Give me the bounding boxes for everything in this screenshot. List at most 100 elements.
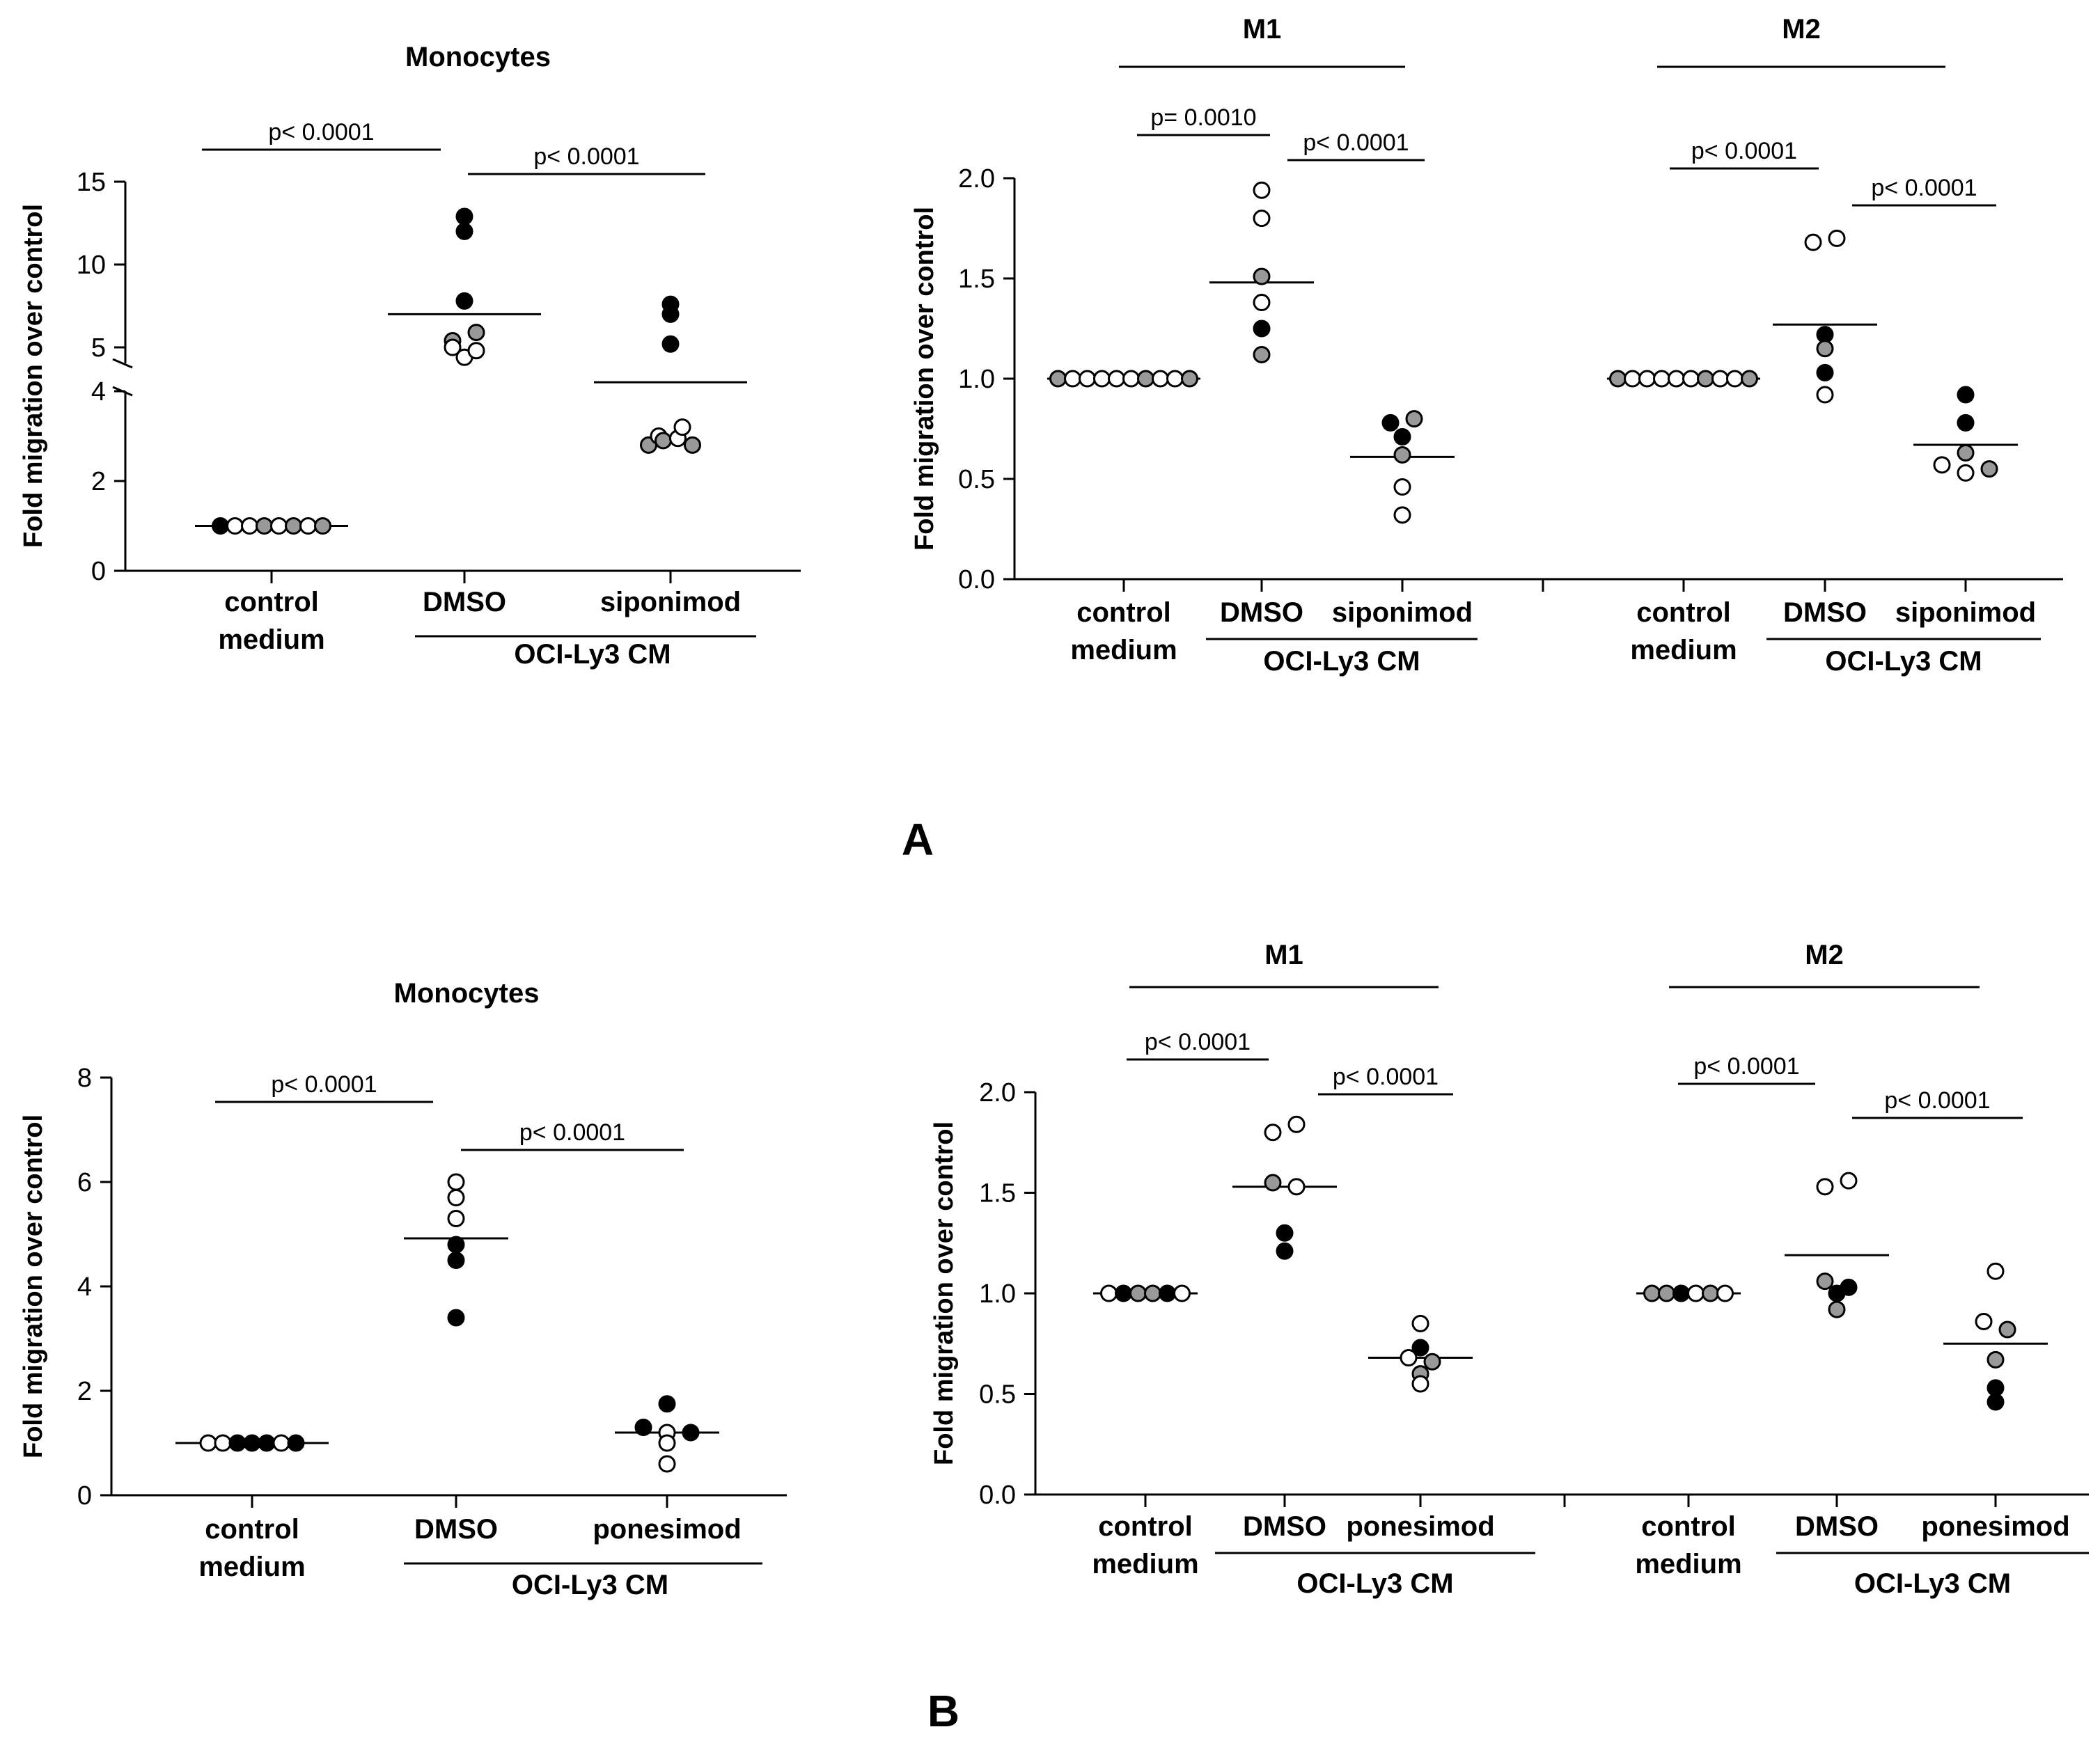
panel-label-a: A bbox=[902, 814, 934, 865]
data-point bbox=[455, 207, 473, 226]
y-tick-label: 0.0 bbox=[958, 565, 995, 594]
data-point bbox=[1400, 1348, 1418, 1366]
data-point bbox=[1828, 1300, 1846, 1318]
data-point bbox=[299, 517, 317, 535]
p-value-label: p< 0.0001 bbox=[1303, 129, 1409, 156]
data-point bbox=[1393, 506, 1411, 524]
data-point bbox=[455, 222, 473, 240]
y-tick-label: 1.5 bbox=[958, 265, 995, 294]
data-point bbox=[1957, 386, 1975, 404]
data-point bbox=[1122, 370, 1140, 388]
data-point bbox=[1405, 410, 1423, 428]
data-point bbox=[655, 432, 672, 450]
data-point bbox=[1741, 370, 1758, 388]
data-point bbox=[467, 324, 485, 342]
category-label: control bbox=[1098, 1511, 1193, 1542]
p-value-label: p< 0.0001 bbox=[533, 143, 639, 170]
category-label: medium bbox=[218, 624, 324, 655]
data-point bbox=[256, 517, 273, 535]
data-point bbox=[658, 1455, 676, 1473]
y-tick-label: 5 bbox=[91, 333, 106, 363]
category-label: ponesimod bbox=[1921, 1511, 2069, 1542]
y-tick-label: 0 bbox=[91, 557, 106, 586]
data-point bbox=[447, 1252, 465, 1269]
axis-break-mark bbox=[112, 358, 133, 369]
p-value-label: p< 0.0001 bbox=[1145, 1029, 1251, 1055]
data-point bbox=[212, 517, 229, 535]
category-label: ponesimod bbox=[1346, 1511, 1494, 1542]
data-point bbox=[226, 517, 244, 535]
data-point bbox=[1816, 386, 1834, 404]
data-point bbox=[1687, 1284, 1705, 1302]
data-point bbox=[1980, 460, 1998, 478]
data-point bbox=[1957, 444, 1975, 462]
p-value-label: p< 0.0001 bbox=[1691, 138, 1797, 164]
data-point bbox=[1173, 1284, 1191, 1302]
subgroup-title: M2 bbox=[1782, 14, 1821, 45]
data-point bbox=[1276, 1224, 1294, 1242]
data-point bbox=[1079, 370, 1096, 388]
data-point bbox=[1668, 370, 1685, 388]
data-point bbox=[1115, 1284, 1132, 1302]
data-point bbox=[455, 292, 473, 310]
chart-B-monocytes: Monocytes Fold migration over control 0 2 4 6… bbox=[19, 978, 787, 1600]
data-point bbox=[467, 342, 485, 360]
data-point bbox=[1711, 370, 1729, 388]
y-tick-label: 2.0 bbox=[979, 1078, 1016, 1107]
data-point bbox=[658, 1395, 676, 1413]
p-value-label: p< 0.0001 bbox=[1884, 1087, 1990, 1114]
data-point bbox=[661, 335, 680, 353]
y-tick-label: 2 bbox=[91, 467, 106, 496]
category-label: ponesimod bbox=[593, 1514, 741, 1545]
data-point bbox=[1726, 370, 1744, 388]
data-point bbox=[1816, 363, 1834, 381]
data-point bbox=[1933, 456, 1951, 474]
category-label: siponimod bbox=[600, 587, 741, 617]
subgroup-title: M1 bbox=[1243, 14, 1282, 45]
data-point bbox=[1987, 1379, 2005, 1397]
y-axis-label: Fold migration over control bbox=[930, 1121, 959, 1465]
category-label: medium bbox=[1092, 1549, 1198, 1579]
data-point bbox=[1393, 428, 1411, 446]
data-point bbox=[314, 517, 331, 535]
y-tick-label: 8 bbox=[77, 1064, 92, 1093]
data-point bbox=[1716, 1284, 1734, 1302]
y-tick-label: 1.0 bbox=[979, 1279, 1016, 1309]
category-label: DMSO bbox=[414, 1514, 498, 1545]
data-point bbox=[199, 1434, 217, 1452]
data-point bbox=[1658, 1284, 1675, 1302]
data-point bbox=[1702, 1284, 1719, 1302]
category-label: siponimod bbox=[1332, 597, 1473, 628]
y-tick-label: 0.5 bbox=[958, 465, 995, 494]
data-point bbox=[673, 418, 691, 436]
data-point bbox=[1393, 446, 1411, 464]
y-tick-label: 4 bbox=[91, 377, 106, 407]
data-point bbox=[1624, 370, 1641, 388]
group-label: OCI-Ly3 CM bbox=[514, 639, 671, 670]
y-tick-label: 1.5 bbox=[979, 1179, 1016, 1208]
chart-B-macrophages: Fold migration over control 0.0 0.5 1.0 1.5 2… bbox=[930, 940, 2089, 1599]
p-value-label: p< 0.0001 bbox=[268, 119, 374, 145]
data-point bbox=[1159, 1284, 1176, 1302]
category-label: control bbox=[1641, 1511, 1736, 1542]
data-point bbox=[1253, 267, 1271, 285]
data-point bbox=[1987, 1262, 2005, 1280]
y-tick-label: 6 bbox=[77, 1168, 92, 1197]
data-point bbox=[1181, 370, 1198, 388]
data-point bbox=[1682, 370, 1700, 388]
category-label: control bbox=[1636, 597, 1731, 628]
data-point bbox=[1093, 370, 1111, 388]
data-point bbox=[1828, 229, 1846, 247]
data-point bbox=[1411, 1314, 1429, 1332]
data-point bbox=[447, 1236, 465, 1254]
data-point bbox=[1264, 1124, 1282, 1142]
data-point bbox=[1129, 1284, 1147, 1302]
data-point bbox=[1672, 1284, 1690, 1302]
p-value-label: p= 0.0010 bbox=[1150, 104, 1256, 131]
y-tick-label: 15 bbox=[77, 168, 106, 197]
p-value-label: p< 0.0001 bbox=[1693, 1053, 1799, 1080]
y-tick-label: 10 bbox=[77, 251, 106, 280]
chart-title: Monocytes bbox=[405, 42, 551, 72]
category-label: medium bbox=[198, 1552, 305, 1582]
